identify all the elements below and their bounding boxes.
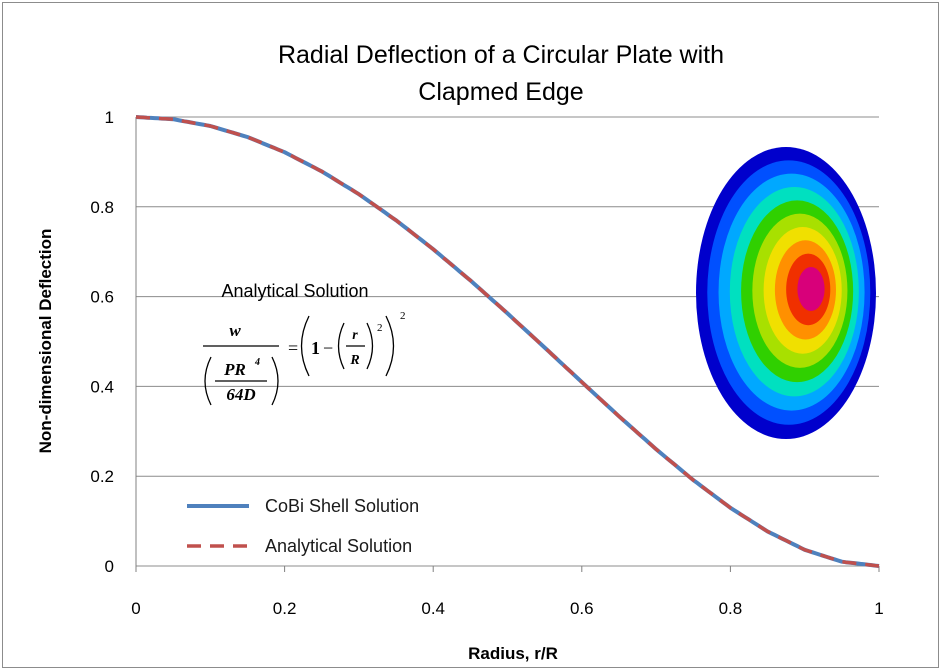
- x-tick-0.2: 0.2: [273, 599, 297, 618]
- x-tick-0.6: 0.6: [570, 599, 594, 618]
- y-tick-0: 0: [105, 557, 114, 576]
- eq-one: 1: [311, 338, 320, 358]
- eq-den-64d: 64D: [226, 385, 255, 404]
- y-tick-0.2: 0.2: [90, 467, 114, 486]
- eq-outer-right-paren: [385, 315, 395, 377]
- eq-numerator-w: w: [229, 321, 241, 340]
- eq-equals: =: [288, 338, 298, 358]
- eq-r: r: [352, 328, 358, 343]
- x-tick-0: 0: [131, 599, 140, 618]
- eq-left-paren: [204, 356, 212, 406]
- y-tick-labels: 0 0.2 0.4 0.6 0.8 1: [90, 108, 114, 576]
- y-tick-0.8: 0.8: [90, 198, 114, 217]
- eq-den-pr: PR: [223, 360, 246, 379]
- x-axis-label: Radius, r/R: [468, 644, 558, 663]
- y-axis-label: Non-dimensional Deflection: [36, 229, 55, 454]
- x-tick-labels: 0 0.2 0.4 0.6 0.8 1: [131, 566, 884, 618]
- y-tick-0.6: 0.6: [90, 288, 114, 307]
- analytical-equation: Analytical Solution w PR 4 64D = 1 − r R…: [203, 281, 406, 406]
- x-tick-0.8: 0.8: [719, 599, 743, 618]
- x-tick-1: 1: [874, 599, 883, 618]
- eq-R: R: [349, 353, 359, 368]
- chart-title-line2: Clapmed Edge: [418, 78, 583, 106]
- x-tick-0.4: 0.4: [421, 599, 445, 618]
- contour-band-9: [797, 266, 825, 312]
- legend: CoBi Shell Solution Analytical Solution: [187, 496, 419, 556]
- legend-label-cobi: CoBi Shell Solution: [265, 496, 419, 516]
- eq-den-exp: 4: [254, 357, 260, 368]
- plate-contour-image: [696, 147, 876, 439]
- eq-inner-left-paren: [337, 322, 345, 370]
- eq-outer-left-paren: [300, 315, 310, 377]
- chart-title-line1: Radial Deflection of a Circular Plate wi…: [278, 41, 724, 69]
- series-line-1: [135, 115, 880, 568]
- legend-label-analytical: Analytical Solution: [265, 536, 412, 556]
- eq-minus: −: [323, 338, 333, 358]
- eq-outer-exp: 2: [400, 310, 406, 322]
- series-lines: [135, 115, 880, 568]
- equation-label: Analytical Solution: [221, 281, 368, 301]
- y-tick-0.4: 0.4: [90, 377, 114, 396]
- gridlines: [136, 116, 879, 567]
- eq-inner-exp: 2: [377, 322, 383, 334]
- y-tick-1: 1: [105, 108, 114, 127]
- chart-svg: Radial Deflection of a Circular Plate wi…: [36, 41, 884, 663]
- eq-inner-right-paren: [366, 322, 374, 370]
- eq-right-paren: [271, 356, 279, 406]
